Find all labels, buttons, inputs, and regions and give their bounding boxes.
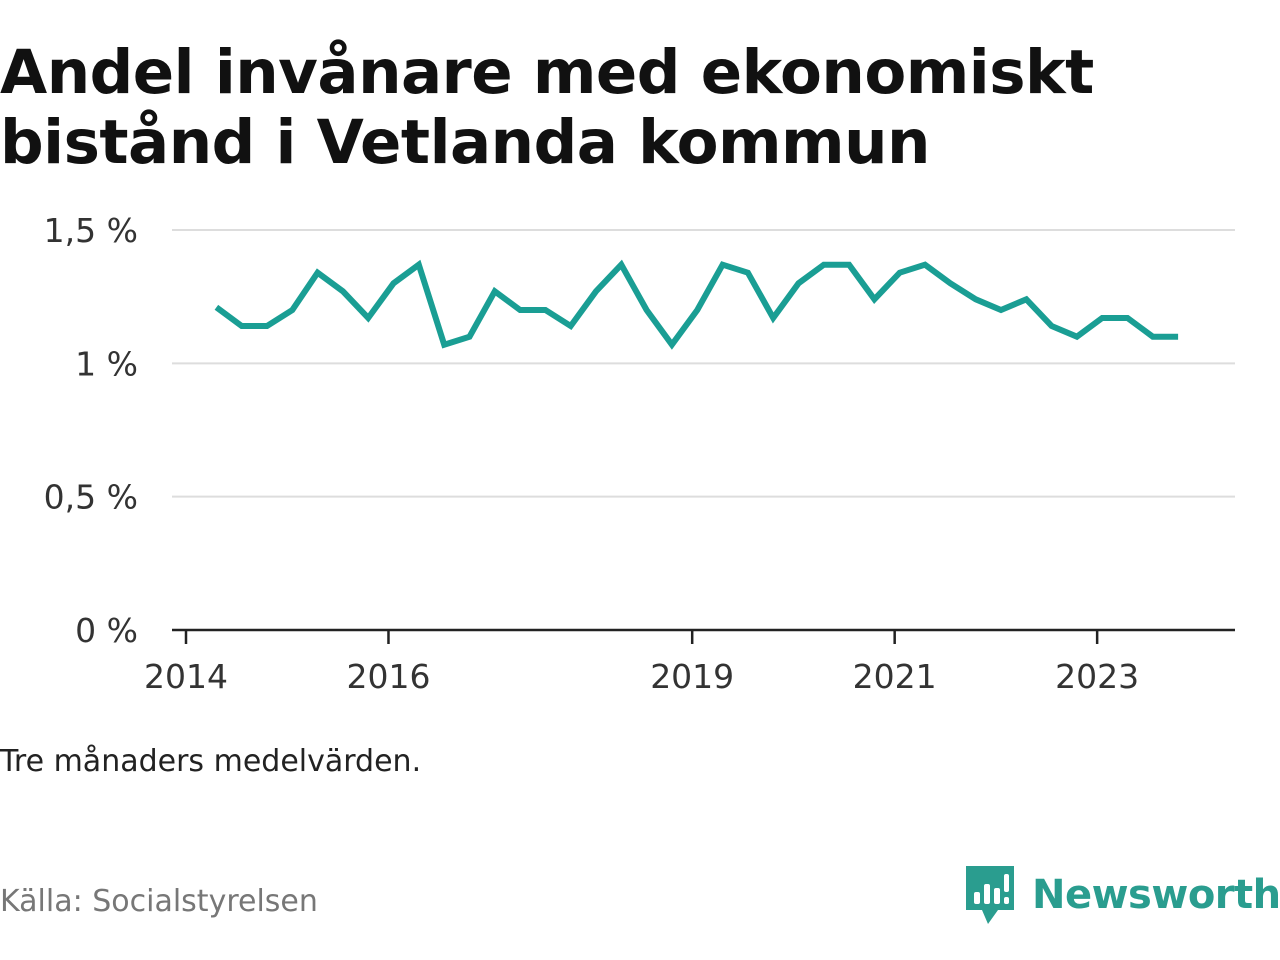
- series-line: [214, 259, 1179, 350]
- y-tick-label: 0 %: [75, 611, 138, 650]
- chart-title: Andel invånare med ekonomiskt bistånd i …: [0, 37, 1094, 178]
- brand-logo: Newsworthy: [964, 864, 1280, 926]
- x-tick-label: 2023: [1055, 657, 1139, 696]
- y-axis: 0 % 0,5 % 1 % 1,5 %: [44, 211, 138, 650]
- line-chart: 0 % 0,5 % 1 % 1,5 % 2014 2016 2019 2021 2023: [44, 211, 1235, 696]
- brand-name: Newsworthy: [1032, 872, 1280, 918]
- x-tick-label: 2016: [346, 657, 430, 696]
- series: [214, 259, 1179, 350]
- x-tick-label: 2014: [144, 657, 228, 696]
- chart-note: Tre månaders medelvärden.: [0, 744, 422, 779]
- y-tick-label: 0,5 %: [44, 478, 138, 517]
- gridlines: [172, 229, 1235, 498]
- y-tick-label: 1,5 %: [44, 211, 138, 250]
- newsworthy-logo-icon: [966, 866, 1014, 924]
- x-tick-label: 2019: [650, 657, 734, 696]
- y-tick-label: 1 %: [75, 344, 138, 383]
- x-axis: 2014 2016 2019 2021 2023: [144, 628, 1235, 696]
- x-tick-label: 2021: [853, 657, 937, 696]
- source-note: Källa: Socialstyrelsen: [0, 884, 318, 919]
